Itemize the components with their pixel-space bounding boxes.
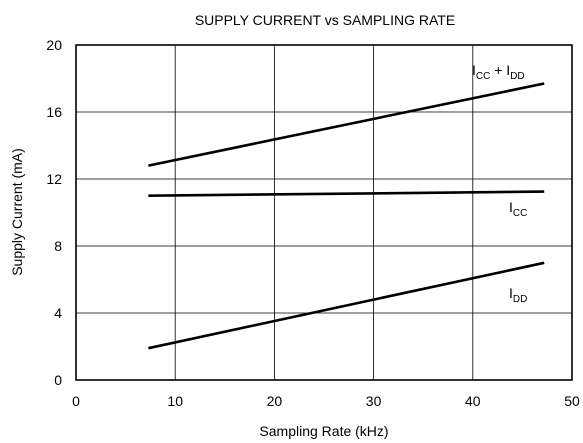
series-label-idd: IDD [509,285,527,305]
x-tick-label: 50 [564,393,580,409]
series-line-icc [148,190,545,197]
x-tick-label: 10 [167,393,183,409]
series-line-idd [148,261,545,350]
x-tick-label: 20 [267,393,283,409]
y-tick-label: 20 [46,37,62,53]
plot-frame [75,44,573,381]
y-tick-label: 12 [46,171,62,187]
chart-title: SUPPLY CURRENT vs SAMPLING RATE [195,12,455,28]
x-axis-label: Sampling Rate (kHz) [259,423,388,439]
y-tick-label: 8 [54,238,62,254]
grid [76,45,572,380]
x-tick-label: 40 [465,393,481,409]
series-lines [148,82,545,350]
y-tick-labels: 0 4 8 12 16 20 [46,37,62,388]
series-line-icc-plus-idd [148,82,545,167]
series-label-icc: ICC [509,199,527,219]
y-tick-label: 16 [46,104,62,120]
x-tick-label: 30 [366,393,382,409]
series-label-icc-plus-idd: ICC + IDD [472,62,525,82]
x-tick-label: 0 [72,393,80,409]
y-tick-label: 4 [54,305,62,321]
y-axis-label: Supply Current (mA) [9,148,25,276]
x-tick-labels: 0 10 20 30 40 50 [72,393,580,409]
y-tick-label: 0 [54,372,62,388]
